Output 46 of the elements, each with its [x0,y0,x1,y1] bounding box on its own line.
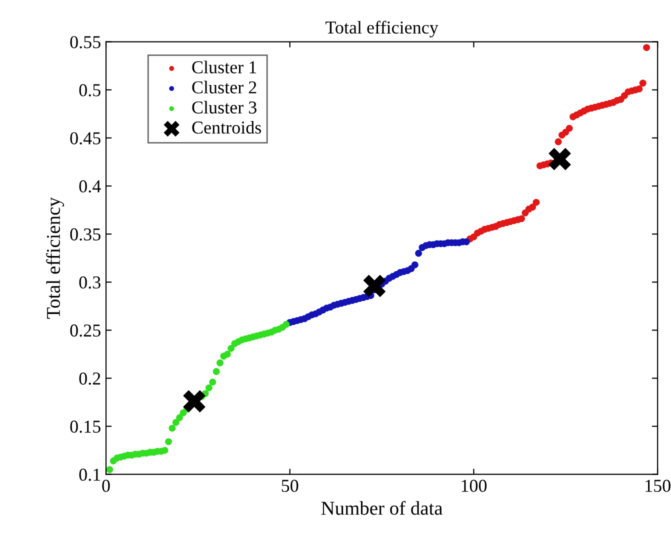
y-axis-title: Total efficiency [46,197,64,319]
point [209,378,216,386]
y-tick-label: 0.2 [79,372,100,385]
point [566,124,573,132]
legend-label: Cluster 1 [192,60,256,74]
legend-label: Centroids [192,120,262,134]
point [639,80,646,87]
legend-label: Cluster 2 [192,80,256,94]
point [161,446,168,454]
point [532,198,540,206]
point [165,438,172,446]
point [636,85,643,92]
point [176,414,184,422]
point [172,418,180,426]
y-tick-label: 0.55 [70,36,100,48]
x-tick-label: 0 [102,480,110,492]
point [643,44,650,52]
point [415,250,422,257]
point [212,368,220,375]
point [168,424,176,432]
point [206,384,212,392]
y-tick-label: 0.45 [70,132,100,144]
y-tick-label: 0.5 [79,84,100,96]
x-tick-label: 50 [282,480,298,492]
point [224,350,231,358]
x-tick-label: 100 [462,480,487,492]
y-tick-label: 0.25 [70,324,100,337]
point [363,274,386,298]
legend-label: Cluster 3 [192,100,256,114]
x-tick-label: 150 [646,480,670,492]
point [554,138,562,146]
point [518,215,525,222]
y-tick-label: 0.1 [79,468,100,481]
chart-title: Total efficiency [326,20,438,38]
point [282,320,290,328]
y-tick-label: 0.15 [70,420,100,433]
point [228,344,235,352]
y-tick-label: 0.3 [79,276,100,289]
y-tick-label: 0.4 [79,180,101,193]
point [529,204,536,211]
y-tick-label: 0.35 [70,228,100,241]
x-axis-title: Number of data [321,500,443,515]
point [183,390,206,413]
point [216,359,224,366]
point [548,148,571,170]
point [411,261,418,268]
